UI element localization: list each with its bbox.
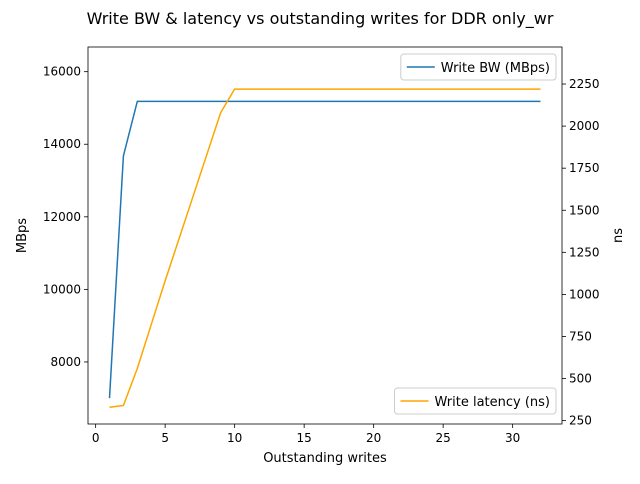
legend-bandwidth-box: [400, 53, 557, 81]
series-line-write-bw: [108, 100, 541, 399]
right-y-axis-label: ns: [611, 228, 626, 243]
x-axis-label: Outstanding writes: [263, 451, 387, 466]
y-tick-label: 8000: [50, 355, 81, 369]
legend-bandwidth: Write BW (MBps): [400, 53, 557, 81]
x-tick-label: 30: [505, 431, 520, 445]
y2-tick-label: 500: [569, 372, 592, 386]
y2-tick-label: 1000: [569, 287, 600, 301]
x-axis-ticks: 0 5 10 15 20 25 30: [92, 424, 520, 445]
y2-tick-label: 750: [569, 329, 592, 343]
legend-latency-box: [394, 387, 557, 415]
axes-frame: [87, 46, 563, 425]
series-layer: [108, 88, 541, 408]
left-y-axis-ticks: 8000 10000 12000 14000 16000: [43, 65, 88, 369]
x-tick-label: 15: [297, 431, 312, 445]
y-tick-label: 16000: [43, 65, 81, 79]
y2-tick-label: 1750: [569, 161, 600, 175]
y2-tick-label: 2000: [569, 119, 600, 133]
right-y-axis-ticks: 250 500 750 1000 1250 1500 1750 2000 2250: [562, 77, 600, 428]
left-y-axis-label: MBps: [15, 218, 30, 253]
y-tick-label: 12000: [43, 210, 81, 224]
series-line-write-latency: [109, 88, 541, 408]
y2-tick-label: 2250: [569, 77, 600, 91]
y2-tick-label: 250: [569, 414, 592, 428]
chart-title: Write BW & latency vs outstanding writes…: [87, 9, 554, 29]
x-tick-label: 25: [436, 431, 451, 445]
x-tick-label: 5: [161, 431, 169, 445]
legend-latency: Write latency (ns): [394, 387, 557, 415]
x-tick-label: 20: [366, 431, 381, 445]
y-tick-label: 10000: [43, 282, 81, 296]
x-tick-label: 0: [92, 431, 100, 445]
x-tick-label: 10: [227, 431, 242, 445]
y-tick-label: 14000: [43, 137, 81, 151]
legend-latency-label: Write latency (ns): [435, 395, 551, 410]
y2-tick-label: 1500: [569, 203, 600, 217]
legend-bandwidth-label: Write BW (MBps): [441, 61, 550, 76]
y2-tick-label: 1250: [569, 245, 600, 259]
